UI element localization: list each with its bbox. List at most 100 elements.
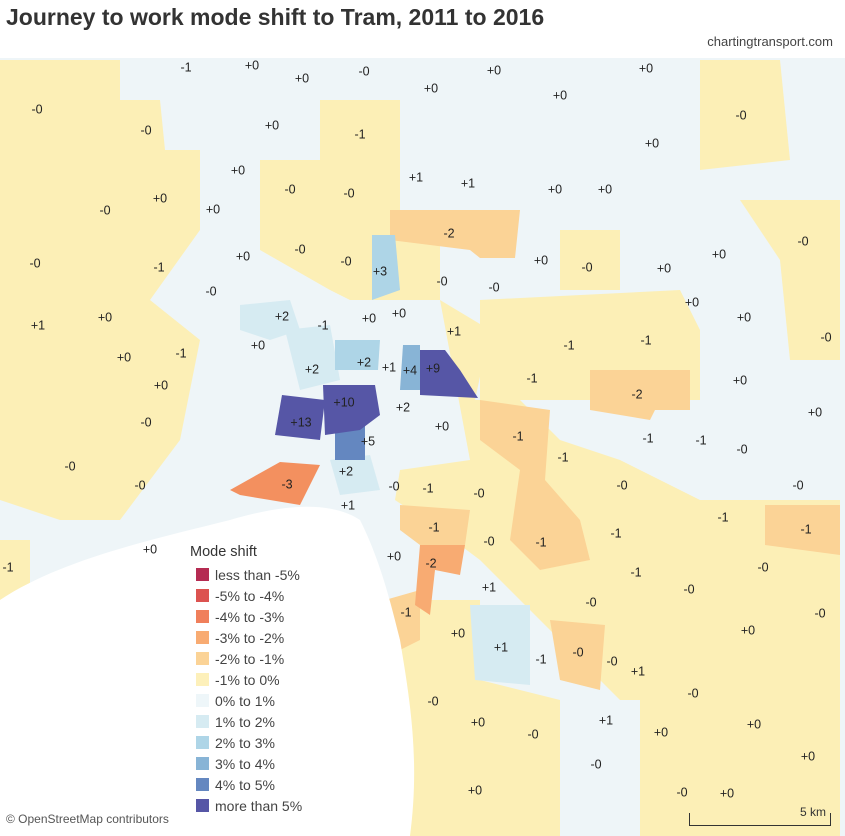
region-label[interactable]: -1 [422,481,433,495]
region-label[interactable]: -2 [631,387,642,401]
region-label[interactable]: -0 [590,757,601,771]
region-label[interactable]: -0 [31,102,42,116]
region-label[interactable]: -0 [294,242,305,256]
legend-item[interactable]: -5% to -4% [190,585,302,606]
region-label[interactable]: -1 [695,433,706,447]
region-label[interactable]: +0 [808,405,822,419]
region-label[interactable]: -0 [284,182,295,196]
region-label[interactable]: -0 [814,606,825,620]
region-label[interactable]: -0 [388,479,399,493]
region-label[interactable]: -1 [2,560,13,574]
region-label[interactable]: +2 [275,309,289,323]
legend-item[interactable]: more than 5% [190,795,302,816]
region-label[interactable]: -0 [140,123,151,137]
region-label[interactable]: -1 [535,652,546,666]
region-label[interactable]: +1 [447,324,461,338]
region-label[interactable]: -2 [425,556,436,570]
region-label[interactable]: -0 [358,64,369,78]
region-label[interactable]: +13 [290,415,311,429]
region-label[interactable]: +0 [392,306,406,320]
region-label[interactable]: +5 [361,434,375,448]
region-label[interactable]: -1 [317,318,328,332]
region-label[interactable]: +3 [373,264,387,278]
region-label[interactable]: +1 [382,360,396,374]
region-label[interactable]: -0 [29,256,40,270]
region-label[interactable]: -1 [153,260,164,274]
legend-item[interactable]: less than -5% [190,564,302,585]
region-label[interactable]: -1 [428,520,439,534]
region-label[interactable]: +0 [295,71,309,85]
region-label[interactable]: +0 [231,163,245,177]
region-label[interactable]: +1 [409,170,423,184]
region-label[interactable]: +0 [548,182,562,196]
region-label[interactable]: -0 [676,785,687,799]
region-label[interactable]: +0 [733,373,747,387]
region-label[interactable]: +0 [598,182,612,196]
region-label[interactable]: -0 [687,686,698,700]
legend-item[interactable]: 0% to 1% [190,690,302,711]
region-label[interactable]: +0 [265,118,279,132]
region-label[interactable]: -0 [527,727,538,741]
region-label[interactable]: +0 [468,783,482,797]
region-label[interactable]: -1 [175,346,186,360]
region-label[interactable]: +10 [333,395,354,409]
region-label[interactable]: -0 [683,582,694,596]
region-label[interactable]: +0 [553,88,567,102]
legend-item[interactable]: -4% to -3% [190,606,302,627]
region-label[interactable]: -1 [180,60,191,74]
region-label[interactable]: +0 [657,261,671,275]
region-label[interactable]: +0 [654,725,668,739]
region-label[interactable]: -0 [340,254,351,268]
region-label[interactable]: -0 [427,694,438,708]
region-label[interactable]: -1 [512,429,523,443]
region-label[interactable]: +0 [98,310,112,324]
region-label[interactable]: -0 [134,478,145,492]
region-label[interactable]: -0 [99,203,110,217]
region-label[interactable]: +0 [153,191,167,205]
region-label[interactable]: +0 [387,549,401,563]
legend-item[interactable]: 4% to 5% [190,774,302,795]
region-label[interactable]: -1 [630,565,641,579]
region-label[interactable]: +2 [305,362,319,376]
region-label[interactable]: -0 [797,234,808,248]
region-label[interactable]: -0 [581,260,592,274]
region-label[interactable]: +0 [471,715,485,729]
region-label[interactable]: -1 [642,431,653,445]
region-label[interactable]: +2 [357,355,371,369]
region-label[interactable]: -0 [792,478,803,492]
region-label[interactable]: -0 [205,284,216,298]
region-label[interactable]: +0 [154,378,168,392]
region-label[interactable]: +0 [712,247,726,261]
region-label[interactable]: +0 [236,249,250,263]
region-label[interactable]: -1 [800,522,811,536]
region-label[interactable]: -0 [140,415,151,429]
legend-item[interactable]: 1% to 2% [190,711,302,732]
region-label[interactable]: +1 [482,580,496,594]
region-label[interactable]: +0 [639,61,653,75]
region-label[interactable]: +0 [424,81,438,95]
region-label[interactable]: +0 [645,136,659,150]
legend-item[interactable]: 2% to 3% [190,732,302,753]
region-label[interactable]: -1 [526,371,537,385]
region-label[interactable]: +2 [396,400,410,414]
region-label[interactable]: +1 [599,713,613,727]
region-label[interactable]: +2 [339,464,353,478]
region-label[interactable]: +1 [341,498,355,512]
region-label[interactable]: -0 [483,534,494,548]
region-label[interactable]: -0 [606,654,617,668]
region-label[interactable]: -1 [354,127,365,141]
region-label[interactable]: +1 [631,664,645,678]
region-label[interactable]: +0 [362,311,376,325]
region-label[interactable]: +0 [685,295,699,309]
region-label[interactable]: +0 [206,202,220,216]
region-label[interactable]: -0 [736,442,747,456]
region-label[interactable]: -1 [610,526,621,540]
region-label[interactable]: -2 [443,226,454,240]
region-label[interactable]: -1 [717,510,728,524]
region-label[interactable]: -0 [585,595,596,609]
region-label[interactable]: +0 [720,786,734,800]
region-label[interactable]: -0 [820,330,831,344]
region-label[interactable]: -1 [400,605,411,619]
region-label[interactable]: +0 [451,626,465,640]
region-label[interactable]: -0 [488,280,499,294]
